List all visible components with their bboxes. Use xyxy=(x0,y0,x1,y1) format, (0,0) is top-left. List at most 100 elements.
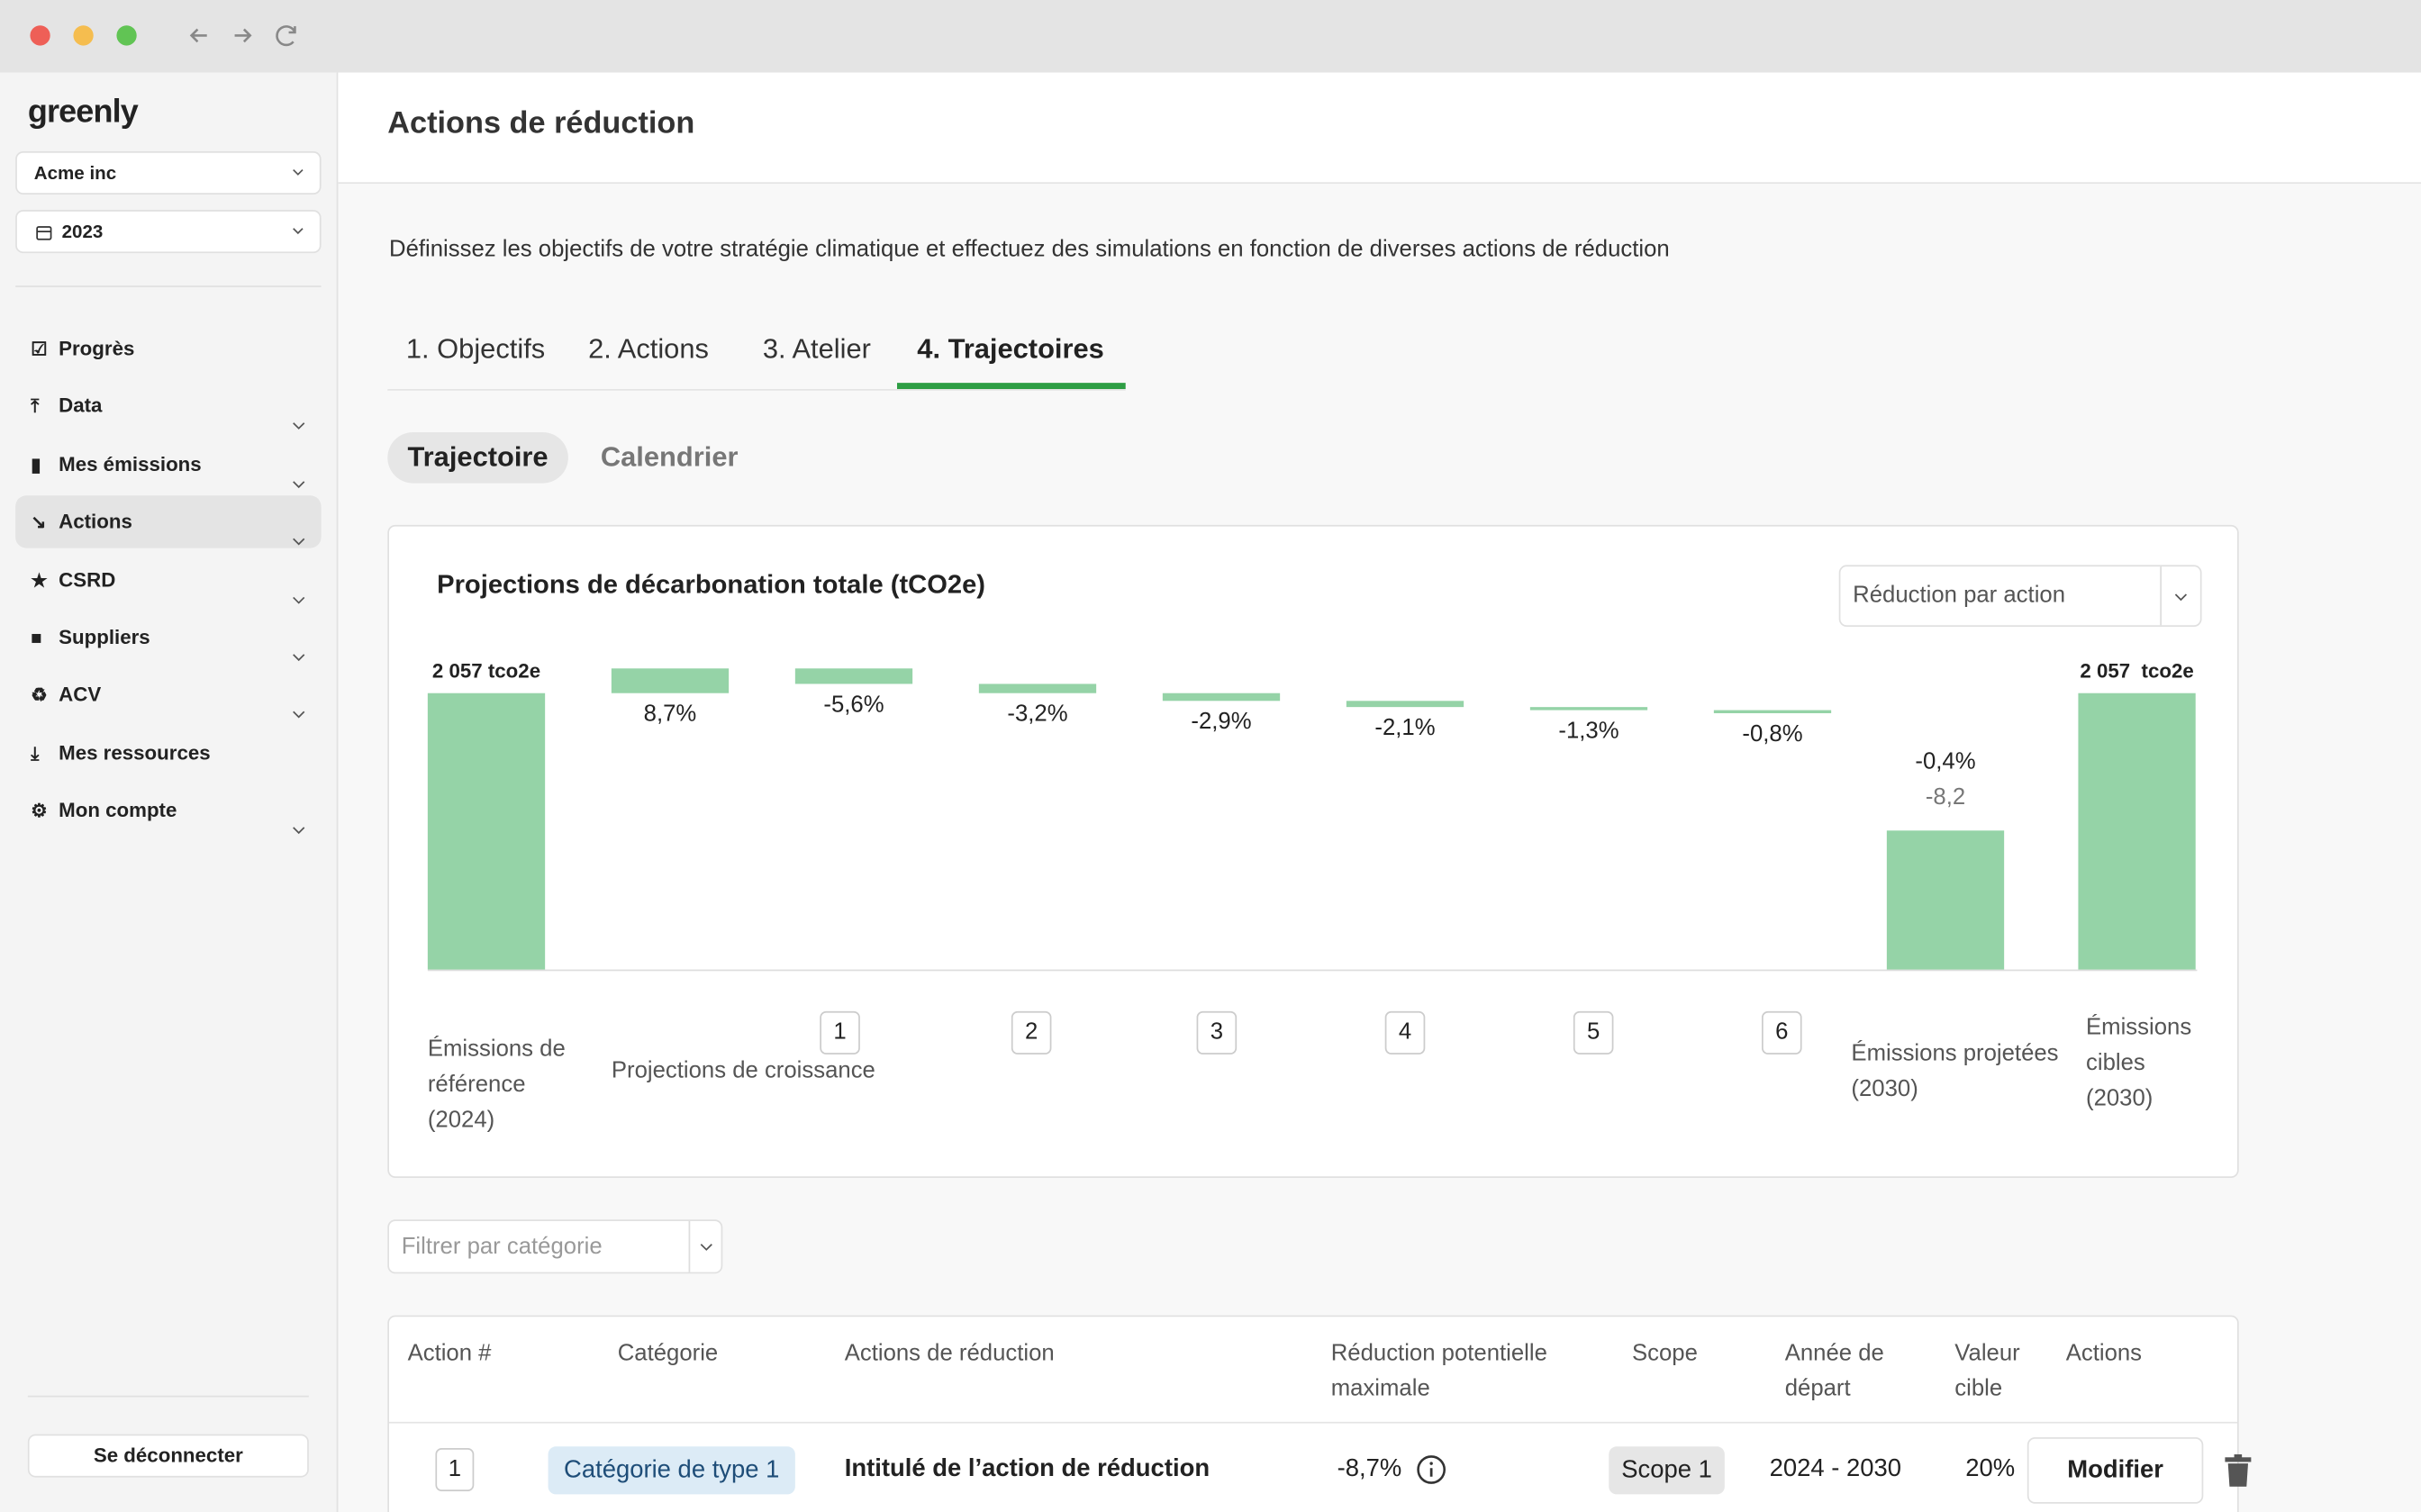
menu-item[interactable]: ♻ ACV xyxy=(15,669,321,721)
year-range: 2024 - 2030 xyxy=(1769,1455,1901,1482)
value-label: -3,2% xyxy=(1007,701,1068,728)
column-header: Catégorie xyxy=(617,1340,719,1367)
menu-label: Suppliers xyxy=(59,625,150,649)
x-badge: 5 xyxy=(1573,1010,1614,1055)
category-chip: Catégorie de type 1 xyxy=(548,1446,795,1495)
tab[interactable]: 1. Objectifs xyxy=(405,333,546,365)
chevron xyxy=(292,457,305,488)
tabs-divider xyxy=(387,389,1126,391)
year-select[interactable]: 2023 xyxy=(15,210,322,254)
tab-underline xyxy=(897,383,1126,390)
divider xyxy=(15,285,322,287)
bar xyxy=(611,669,730,693)
browser-bar xyxy=(0,0,2421,73)
separator xyxy=(688,1221,691,1272)
max-reduction: -8,7% xyxy=(1337,1455,1402,1482)
company-name: Acme inc xyxy=(33,162,117,185)
window-controls xyxy=(30,25,296,47)
info-icon[interactable] xyxy=(1416,1454,1446,1485)
menu-item[interactable]: ■ Suppliers xyxy=(15,611,321,664)
chevron xyxy=(292,572,305,603)
filter-placeholder: Filtrer par catégorie xyxy=(401,1233,603,1260)
bar xyxy=(2078,693,2196,970)
tab[interactable]: 3. Atelier xyxy=(762,333,871,365)
page-title: Actions de réduction xyxy=(387,106,695,141)
menu-label: Data xyxy=(59,394,103,418)
dropdown-value: Réduction par action xyxy=(1853,582,2066,609)
delete-button[interactable] xyxy=(2225,1453,2252,1487)
chevron xyxy=(292,399,305,430)
maximize-button[interactable] xyxy=(116,25,137,46)
tab-active[interactable]: 4. Trajectoires xyxy=(917,333,1104,365)
company-select[interactable]: Acme inc xyxy=(15,151,322,195)
menu-icon: ⚙ xyxy=(31,800,48,822)
dropdown[interactable]: Réduction par action xyxy=(1838,565,2202,628)
minimize-button[interactable] xyxy=(73,25,94,46)
category-filter[interactable]: Filtrer par catégorie xyxy=(387,1219,723,1274)
menu-item[interactable]: ⤒ Data xyxy=(15,380,321,432)
year: 2023 xyxy=(61,221,104,243)
action-title[interactable]: Intitulé de l’action de réduction xyxy=(844,1455,1210,1482)
close-button[interactable] xyxy=(30,25,50,46)
x-label: Émissions de référence (2024) xyxy=(427,1036,566,1134)
x-badge: 1 xyxy=(820,1010,860,1055)
bar xyxy=(978,684,1097,693)
menu-item[interactable]: ⤓ Mes ressources xyxy=(15,727,321,779)
menu-item-active[interactable]: ↘ Actions xyxy=(15,495,322,548)
menu-item[interactable]: ★ CSRD xyxy=(15,554,321,606)
value-label: -0,4% xyxy=(1915,748,1976,775)
chart-title: Projections de décarbonation totale (tCO… xyxy=(437,569,986,600)
value-label: -5,6% xyxy=(823,692,884,719)
header xyxy=(338,72,2421,185)
sidebar xyxy=(0,72,339,1512)
bar xyxy=(794,669,913,685)
column-header: Actions xyxy=(2065,1340,2143,1367)
scope-chip: Scope 1 xyxy=(1609,1446,1725,1495)
menu-item[interactable]: ☑ Progrès xyxy=(15,322,321,375)
menu-icon: ↘ xyxy=(31,511,47,533)
menu-item[interactable]: ▮ Mes émissions xyxy=(15,439,321,491)
bar xyxy=(1346,701,1464,708)
toggle-active[interactable]: Trajectoire xyxy=(387,432,568,484)
menu-label: Actions xyxy=(59,510,132,533)
menu-icon: ♻ xyxy=(31,684,48,707)
edit-button[interactable]: Modifier xyxy=(2027,1437,2204,1504)
menu-label: Mes émissions xyxy=(59,451,202,475)
column-header: Action # xyxy=(407,1340,492,1367)
toggle[interactable]: Calendrier xyxy=(600,441,739,473)
column-header: Scope xyxy=(1632,1340,1698,1367)
chevron xyxy=(293,228,304,235)
bar xyxy=(1713,711,1832,713)
value-label: -0,8% xyxy=(1742,720,1803,747)
column-header: Année de départ xyxy=(1784,1340,1884,1402)
chevron xyxy=(700,1244,712,1251)
chevron xyxy=(292,803,305,835)
x-badge: 3 xyxy=(1196,1010,1238,1055)
reload-button[interactable] xyxy=(276,25,296,47)
column-header: Valeur cible xyxy=(1954,1340,2020,1402)
chevron xyxy=(2174,593,2188,602)
menu-label: Progrès xyxy=(59,336,135,360)
separator xyxy=(2160,566,2163,626)
column-header: Réduction potentielle maximale xyxy=(1330,1340,1547,1402)
calendar-icon xyxy=(36,226,52,240)
bar xyxy=(1529,707,1648,711)
logout-button[interactable]: Se déconnecter xyxy=(27,1434,309,1478)
tab[interactable]: 2. Actions xyxy=(588,333,709,365)
menu-icon: ★ xyxy=(31,568,48,591)
menu-icon: ⤓ xyxy=(31,742,40,765)
menu-item[interactable]: ⚙ Mon compte xyxy=(15,784,321,837)
logo[interactable]: greenly xyxy=(27,94,139,131)
back-button[interactable] xyxy=(189,28,207,43)
chevron xyxy=(292,514,305,546)
menu-label: ACV xyxy=(59,683,102,707)
value-label: 8,7% xyxy=(643,701,697,728)
menu-label: CSRD xyxy=(59,567,116,591)
value-label: -2,1% xyxy=(1374,714,1436,742)
target-value: 20% xyxy=(1965,1455,2016,1482)
forward-button[interactable] xyxy=(234,28,252,43)
menu-icon: ▮ xyxy=(31,453,41,475)
action-number: 1 xyxy=(435,1448,475,1492)
